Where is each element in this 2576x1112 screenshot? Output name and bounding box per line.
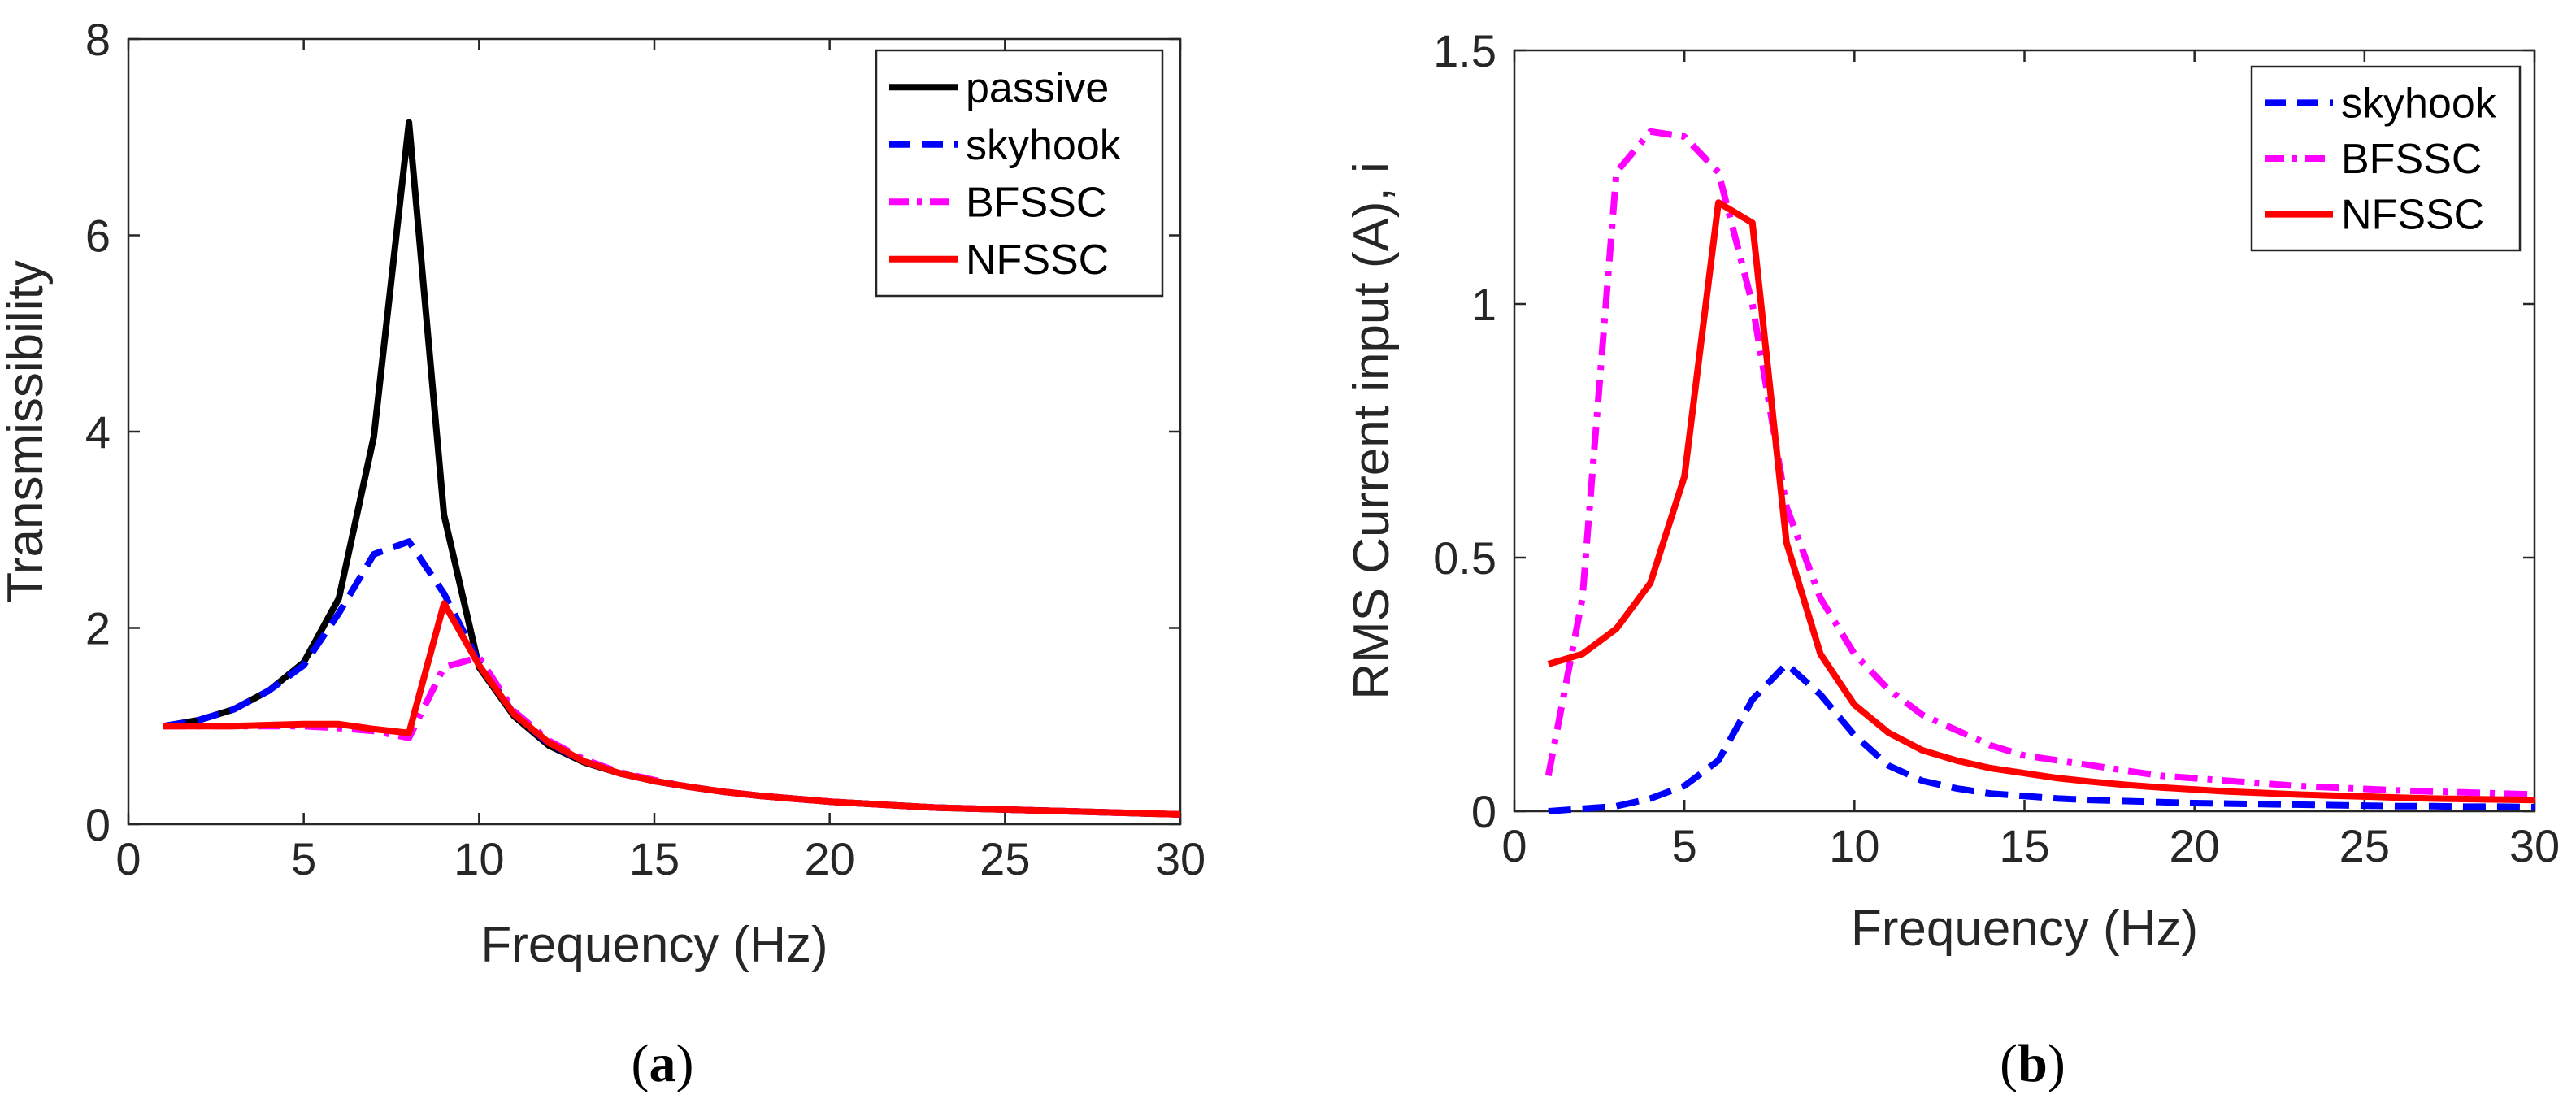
x-tick-label: 20: [805, 833, 855, 884]
legend-label-nfssc: NFSSC: [966, 237, 1109, 284]
y-axis-label: RMS Current input (A), i: [1344, 162, 1400, 700]
caption-close-paren: ): [676, 1034, 694, 1093]
x-tick-label: 0: [115, 833, 141, 884]
x-tick-label: 5: [291, 833, 316, 884]
legend: passive skyhook BFSSC NFSSC: [875, 49, 1164, 298]
y-tick-label: 8: [85, 14, 111, 65]
panel-caption: (a): [632, 1034, 694, 1093]
y-axis-label: Transmissibility: [0, 260, 54, 602]
x-tick-label: 5: [1672, 820, 1697, 871]
x-tick-label: 15: [629, 833, 680, 884]
caption-open-paren: (: [632, 1034, 649, 1093]
legend-label-bfssc: BFSSC: [2341, 136, 2482, 183]
y-tick-label: 0.5: [1433, 532, 1497, 584]
x-axis-label: Frequency (Hz): [480, 917, 828, 973]
legend-label-skyhook: skyhook: [966, 122, 1122, 169]
x-tick-label: 25: [980, 833, 1030, 884]
x-axis-label: Frequency (Hz): [1851, 901, 2198, 957]
y-tick-label: 1.5: [1433, 25, 1497, 76]
x-tick-label: 20: [2170, 820, 2220, 871]
x-tick-label: 10: [1829, 820, 1879, 871]
series-line-skyhook: [1548, 661, 2535, 814]
caption-letter: a: [649, 1034, 676, 1093]
panel-caption: (b): [2000, 1034, 2066, 1093]
series-line-nfssc: [163, 600, 1181, 818]
caption-open-paren: (: [2000, 1034, 2018, 1093]
x-tick-label: 15: [1999, 820, 2049, 871]
x-tick-label: 25: [2339, 820, 2390, 871]
legend: skyhook BFSSC NFSSC: [2250, 65, 2522, 252]
legend-label-nfssc: NFSSC: [2341, 192, 2484, 239]
x-tick-label: 10: [454, 833, 504, 884]
x-tick-label: 0: [1501, 820, 1527, 871]
legend-label-bfssc: BFSSC: [966, 179, 1106, 226]
x-tick-label: 30: [1155, 833, 1205, 884]
y-tick-label: 2: [85, 603, 111, 654]
y-tick-label: 0: [85, 799, 111, 850]
panel-a: 0 5 10 15 20 25 30 0 2 4 6 8 Frequency (Hz) Transmiss…: [0, 14, 1205, 1093]
legend-label-skyhook: skyhook: [2341, 80, 2497, 127]
y-tick-label: 6: [85, 211, 111, 262]
y-tick-label: 0: [1471, 786, 1497, 837]
x-tick-label: 30: [2509, 820, 2560, 871]
legend-label-passive: passive: [966, 64, 1109, 111]
caption-letter: b: [2018, 1034, 2048, 1093]
panel-b: 0 5 10 15 20 25 30 0 0.5 1 1.5 Frequency (Hz) RMS Cu…: [1344, 25, 2560, 1093]
y-tick-label: 1: [1471, 279, 1497, 330]
series-line-bfssc: [1544, 128, 2535, 798]
series-line-nfssc: [1547, 199, 2535, 804]
caption-close-paren: ): [2048, 1034, 2066, 1093]
legend-box: [875, 49, 1164, 298]
y-tick-label: 4: [85, 406, 111, 458]
